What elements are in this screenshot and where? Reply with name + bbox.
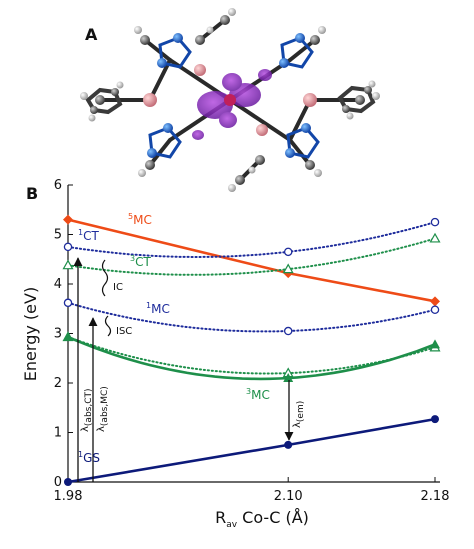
series-5mc-point	[63, 214, 73, 225]
y-tick-label: 6	[54, 178, 62, 193]
y-tick-label: 1	[54, 426, 62, 441]
x-axis-label: Rav Co-C (Å)	[215, 508, 309, 530]
series-layer	[62, 214, 441, 486]
series-1mc-point	[63, 298, 73, 308]
series-1gs	[64, 415, 439, 486]
series-1ct-line	[67, 221, 436, 259]
label-3ct: 3CT	[130, 254, 151, 269]
series-1mc-point	[283, 326, 293, 336]
series-1gs-line	[67, 417, 436, 484]
label-1ct: 1CT	[78, 228, 99, 243]
molecule-image	[80, 8, 380, 192]
y-tick-label: 3	[54, 327, 62, 342]
y-tick-label: 4	[54, 277, 62, 292]
energy-plot: 0 1 2 3 4 5 6 1.98 2.10 2.18 Energy (eV) Rav Co-…	[21, 178, 449, 530]
series-3mc-line	[67, 335, 436, 381]
series-1gs-point	[284, 440, 293, 449]
abs-ct-label: λ(abs,CT)	[80, 388, 94, 432]
y-axis-label: Energy (eV)	[21, 287, 40, 381]
x-axis-label-main: R	[215, 508, 226, 527]
series-1mc-line	[67, 301, 436, 333]
isc-label: ISC	[116, 326, 132, 337]
series-5mc-line	[67, 218, 436, 303]
wavy-isc-arrow	[104, 315, 112, 337]
panel-b-label: B	[26, 184, 38, 203]
label-1mc: 1MC	[146, 301, 170, 316]
label-1gs: 1GS	[78, 450, 100, 465]
label-3mc: 3MC	[246, 387, 270, 402]
series-3ct-point	[282, 263, 294, 274]
series-1mc	[63, 298, 440, 336]
series-3ct-point	[429, 232, 441, 243]
y-ticks: 0 1 2 3 4 5 6	[54, 178, 73, 490]
series-1ct-point	[430, 217, 440, 227]
series-3mc-dot-line	[67, 336, 436, 375]
em-label: λ(em)	[292, 401, 306, 428]
series-3ct-line	[67, 237, 436, 276]
x-ticks: 1.98 2.10 2.18	[54, 477, 450, 504]
series-5mc-point	[430, 296, 440, 307]
x-axis-label-rest: Co-C (Å)	[237, 508, 309, 527]
series-1mc-point	[430, 305, 440, 314]
series-1ct-point	[63, 242, 73, 252]
x-axis-label-sub: av	[226, 520, 238, 530]
series-3mc-dot	[62, 331, 441, 378]
x-tick-label: 1.98	[54, 489, 83, 504]
ic-label: IC	[113, 282, 123, 293]
cobalt-atom	[224, 94, 236, 106]
series-3ct	[62, 232, 441, 276]
panel-a-label: A	[85, 25, 98, 44]
series-1ct-point	[283, 247, 293, 257]
x-tick-label: 2.10	[274, 489, 303, 504]
series-1gs-point	[64, 478, 72, 486]
y-tick-label: 2	[54, 376, 62, 391]
series-3mc-point	[63, 331, 73, 341]
wavy-ic-arrow	[101, 259, 109, 297]
abs-mc-label: λ(abs,MC)	[96, 386, 110, 432]
x-tick-label: 2.18	[421, 489, 450, 504]
y-tick-label: 0	[54, 475, 62, 490]
series-3mc-point	[283, 373, 294, 383]
series-3mc-point	[430, 339, 440, 349]
series-1ct	[63, 217, 440, 259]
series-1gs-point	[431, 415, 439, 424]
series-3mc	[63, 331, 440, 383]
y-tick-label: 5	[54, 228, 62, 243]
series-3ct-point	[62, 259, 74, 270]
label-5mc: 5MC	[128, 212, 152, 227]
